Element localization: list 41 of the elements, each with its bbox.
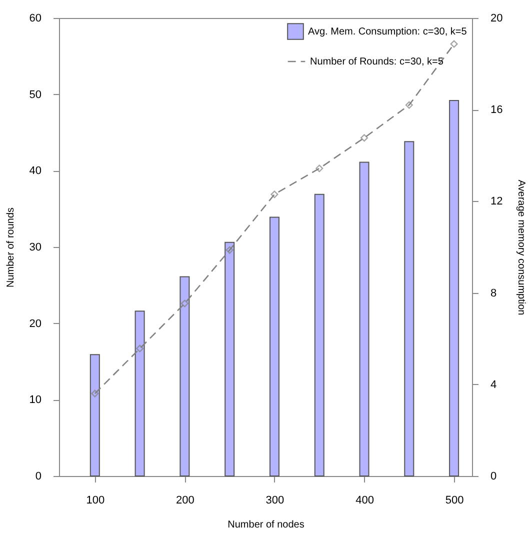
bar	[269, 216, 280, 476]
y2-tick-label: 16	[490, 104, 503, 116]
bar	[180, 276, 190, 476]
y2-tick-label: 0	[490, 470, 497, 482]
bar	[314, 194, 324, 476]
legend-label: Number of Rounds: c=30, k=5	[310, 56, 444, 68]
y-tick-label: 20	[29, 318, 42, 330]
x-axis-title: Number of nodes	[228, 520, 304, 530]
point	[180, 300, 188, 308]
x-tick-label: 400	[356, 494, 374, 506]
x-tick-label: 100	[86, 494, 105, 506]
bar	[90, 354, 100, 476]
x-tick-label: 500	[445, 494, 464, 506]
y-tick-label: 60	[29, 12, 42, 24]
y-tick-label: 40	[29, 165, 42, 178]
point	[270, 190, 278, 198]
point	[91, 390, 99, 398]
y2-tick-label: 12	[490, 196, 503, 208]
y-axis-title: Number of rounds	[5, 207, 16, 288]
point	[360, 134, 368, 142]
x-tick-label: 300	[266, 494, 284, 506]
legend-label: Avg. Mem. Consumption: c=30, k=5	[308, 26, 468, 38]
y-tick-label: 50	[29, 88, 42, 101]
bar	[449, 100, 460, 476]
bar	[404, 141, 414, 476]
point	[136, 344, 144, 352]
y2-tick-label: 4	[490, 378, 497, 391]
point	[450, 40, 458, 48]
y-tick-label: 10	[29, 394, 42, 406]
point	[405, 101, 413, 109]
point	[316, 164, 324, 172]
point	[226, 246, 234, 254]
x-tick-label: 200	[176, 494, 194, 506]
bar	[224, 242, 235, 476]
y2-tick-label: 8	[490, 287, 497, 300]
y2-tick-label: 20	[490, 12, 503, 24]
y2-axis-title: Average memory consumption	[516, 180, 527, 316]
bar	[359, 162, 370, 476]
bar	[134, 310, 145, 476]
y-tick-label: 0	[35, 470, 42, 482]
y-tick-label: 30	[29, 242, 42, 254]
